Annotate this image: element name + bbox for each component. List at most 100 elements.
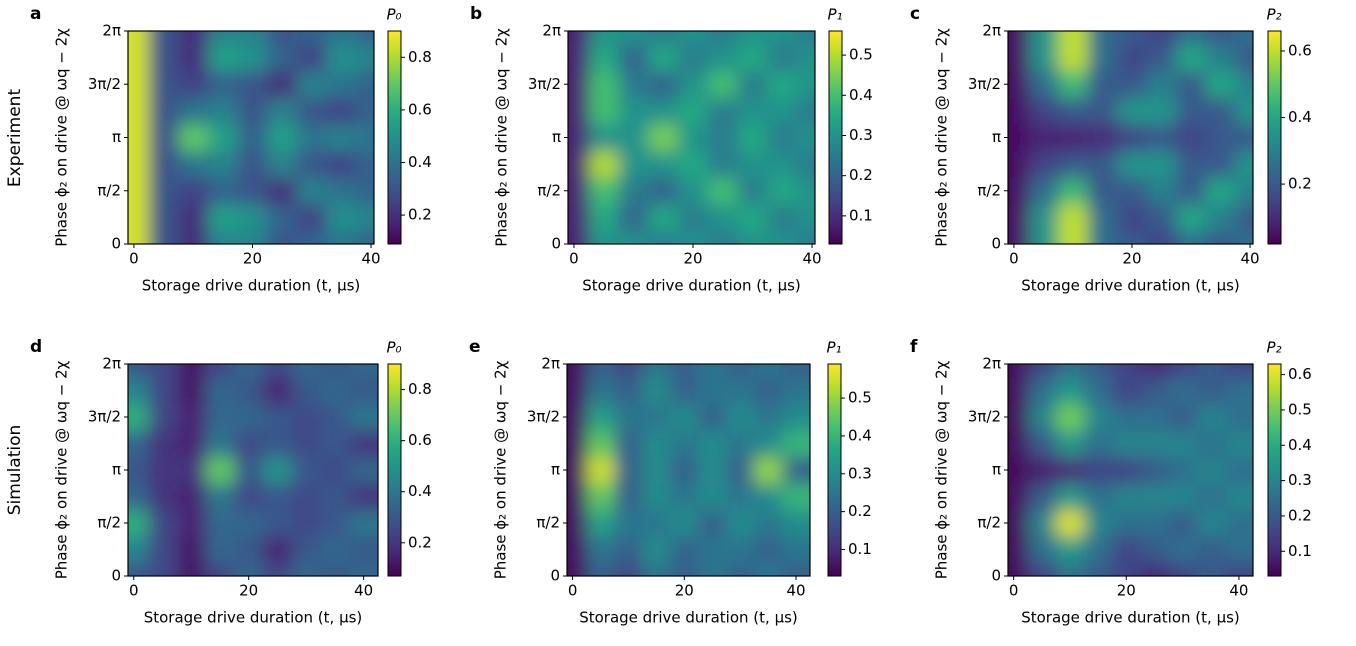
heatmap-cell xyxy=(737,230,768,244)
heatmap-cell xyxy=(1008,31,1030,45)
heatmap-cell xyxy=(782,562,810,576)
y-tick-label: π/2 xyxy=(536,514,560,532)
heatmap-cell xyxy=(567,509,588,537)
x-tick-label: 20 xyxy=(1122,250,1141,268)
colorbar-tick-label: 0.3 xyxy=(848,464,872,482)
heatmap-cell xyxy=(349,456,378,484)
heatmap-cell xyxy=(148,177,179,205)
colorbar-label: P₀ xyxy=(386,339,401,357)
heatmap-cell xyxy=(1027,562,1057,576)
heatmap-cell xyxy=(1027,483,1057,511)
heatmap-cell xyxy=(178,150,209,178)
heatmap-cell xyxy=(737,150,768,178)
heatmap-cell xyxy=(1084,483,1113,511)
heatmap-cell xyxy=(797,177,815,205)
y-tick-label: π/2 xyxy=(977,181,1001,199)
heatmap-cell xyxy=(737,124,768,152)
heatmap-cell xyxy=(782,364,810,378)
heatmap-cell xyxy=(568,44,590,72)
heatmap-cell xyxy=(291,562,322,576)
heatmap-cell xyxy=(1008,509,1029,537)
heatmap-cell xyxy=(178,31,209,45)
heatmap-cell xyxy=(648,31,679,45)
colorbar-tick-label: 0.2 xyxy=(848,502,872,520)
heatmap-cell xyxy=(642,430,671,458)
y-tick-label: 3π/2 xyxy=(88,75,121,93)
heatmap-cell xyxy=(1196,377,1226,405)
heatmap-cells xyxy=(567,364,810,576)
heatmap-cell xyxy=(205,509,235,537)
x-tick-label: 20 xyxy=(1117,582,1136,600)
heatmap-cell xyxy=(670,364,699,378)
heatmap-cell xyxy=(1087,204,1118,232)
heatmap-cell xyxy=(670,509,699,537)
heatmap-cell xyxy=(754,562,783,576)
heatmap-cell xyxy=(1224,483,1253,511)
heatmap-cell xyxy=(128,377,149,405)
row-label: Simulation xyxy=(5,425,25,516)
heatmap-cell xyxy=(1055,536,1085,564)
heatmap-cell xyxy=(208,31,239,45)
heatmap-cell xyxy=(128,536,149,564)
heatmap-cell xyxy=(237,204,268,232)
heatmap-cell xyxy=(670,562,699,576)
heatmap-cell xyxy=(148,403,178,431)
heatmap-cell xyxy=(263,536,293,564)
heatmap-cell xyxy=(1168,456,1198,484)
heatmap-cell xyxy=(326,177,357,205)
panel-label: f xyxy=(910,337,918,357)
row-label: Experiment xyxy=(5,89,25,188)
heatmap-cell xyxy=(737,97,768,125)
heatmap-cell xyxy=(356,31,374,45)
heatmap-cell xyxy=(568,150,590,178)
heatmap-cell xyxy=(1112,377,1141,405)
heatmap-cell xyxy=(148,124,179,152)
heatmap-cell xyxy=(678,31,709,45)
heatmap-cell xyxy=(1087,44,1118,72)
heatmap-cell xyxy=(356,150,374,178)
heatmap-cell xyxy=(737,177,768,205)
heatmap-cell xyxy=(291,483,322,511)
heatmap-cell xyxy=(267,44,298,72)
heatmap-cell xyxy=(568,230,590,244)
heatmap-cell xyxy=(568,177,590,205)
heatmap-cell xyxy=(797,70,815,99)
heatmap-cell xyxy=(1146,204,1177,232)
heatmap-cell xyxy=(707,230,739,244)
heatmap-cell xyxy=(1205,44,1236,72)
heatmap-cell xyxy=(1224,403,1253,431)
heatmap-cell xyxy=(782,536,810,564)
heatmap-cell xyxy=(567,456,588,484)
heatmap-cell xyxy=(205,562,235,576)
heatmap-cell xyxy=(128,150,150,178)
heatmap-cell xyxy=(614,430,643,458)
panel-label: c xyxy=(910,4,920,24)
heatmap-cell xyxy=(1196,456,1226,484)
heatmap-cell xyxy=(586,536,615,564)
heatmap-cell xyxy=(1235,177,1253,205)
heatmap-cell xyxy=(1146,97,1177,125)
heatmap-cell xyxy=(614,509,643,537)
y-tick-label: 3π/2 xyxy=(968,408,1001,426)
heatmap-cell xyxy=(1058,230,1089,244)
y-tick-label: 2π xyxy=(541,355,560,373)
heatmap-cell xyxy=(1087,31,1118,45)
heatmap-cell xyxy=(1087,150,1118,178)
heatmap-cell xyxy=(326,124,357,152)
heatmap-cell xyxy=(291,456,322,484)
heatmap-cell xyxy=(670,456,699,484)
colorbar-label: P₂ xyxy=(1266,6,1281,24)
heatmap-cell xyxy=(1196,430,1226,458)
y-tick-label: π xyxy=(551,461,560,479)
heatmap-cell xyxy=(726,430,755,458)
heatmap-cell xyxy=(205,377,235,405)
heatmap-cell xyxy=(1176,177,1207,205)
heatmap-cell xyxy=(670,536,699,564)
heatmap-cell xyxy=(1008,177,1030,205)
heatmap-cell xyxy=(237,31,268,45)
heatmap-cell xyxy=(588,31,620,45)
heatmap-cell xyxy=(176,403,207,431)
heatmap-cell xyxy=(586,483,615,511)
colorbar xyxy=(387,363,402,577)
heatmap-cell xyxy=(670,483,699,511)
